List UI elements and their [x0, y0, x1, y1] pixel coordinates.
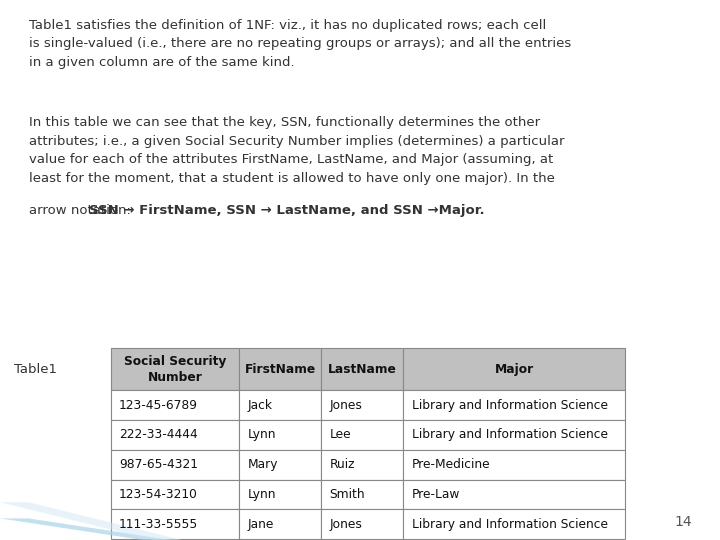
Text: Jack: Jack — [248, 399, 273, 412]
Text: Lynn: Lynn — [248, 428, 276, 442]
FancyBboxPatch shape — [239, 420, 321, 450]
Text: Jones: Jones — [330, 399, 363, 412]
FancyBboxPatch shape — [239, 390, 321, 420]
Text: Smith: Smith — [330, 488, 365, 501]
FancyBboxPatch shape — [321, 420, 403, 450]
Text: In this table we can see that the key, SSN, functionally determines the other
at: In this table we can see that the key, S… — [29, 116, 564, 185]
Text: 111-33-5555: 111-33-5555 — [119, 517, 199, 531]
FancyBboxPatch shape — [403, 348, 626, 390]
FancyBboxPatch shape — [239, 480, 321, 509]
Text: Library and Information Science: Library and Information Science — [412, 517, 608, 531]
FancyBboxPatch shape — [111, 390, 239, 420]
FancyBboxPatch shape — [321, 480, 403, 509]
Text: Lynn: Lynn — [248, 488, 276, 501]
FancyBboxPatch shape — [321, 348, 403, 390]
FancyBboxPatch shape — [321, 509, 403, 539]
Text: Ruiz: Ruiz — [330, 458, 355, 471]
Text: Pre-Medicine: Pre-Medicine — [412, 458, 490, 471]
Text: SSN → FirstName, SSN → LastName, and SSN →Major.: SSN → FirstName, SSN → LastName, and SSN… — [89, 204, 485, 217]
Text: Mary: Mary — [248, 458, 279, 471]
FancyBboxPatch shape — [403, 420, 626, 450]
Text: 123-54-3210: 123-54-3210 — [119, 488, 198, 501]
FancyBboxPatch shape — [239, 450, 321, 480]
Text: Social Security
Number: Social Security Number — [124, 355, 226, 384]
FancyBboxPatch shape — [321, 390, 403, 420]
Text: 14: 14 — [675, 515, 692, 529]
FancyBboxPatch shape — [239, 348, 321, 390]
Text: 123-45-6789: 123-45-6789 — [119, 399, 198, 412]
FancyBboxPatch shape — [403, 450, 626, 480]
FancyBboxPatch shape — [111, 450, 239, 480]
Text: Library and Information Science: Library and Information Science — [412, 428, 608, 442]
FancyBboxPatch shape — [321, 450, 403, 480]
FancyBboxPatch shape — [111, 480, 239, 509]
Text: arrow notation:: arrow notation: — [29, 204, 135, 217]
Text: Major: Major — [495, 363, 534, 376]
FancyBboxPatch shape — [239, 509, 321, 539]
Polygon shape — [0, 502, 182, 540]
Text: Lee: Lee — [330, 428, 351, 442]
Text: Jane: Jane — [248, 517, 274, 531]
Polygon shape — [0, 518, 171, 540]
FancyBboxPatch shape — [111, 420, 239, 450]
FancyBboxPatch shape — [403, 480, 626, 509]
FancyBboxPatch shape — [111, 348, 239, 390]
Text: 222-33-4444: 222-33-4444 — [119, 428, 198, 442]
FancyBboxPatch shape — [111, 509, 239, 539]
Text: 987-65-4321: 987-65-4321 — [119, 458, 198, 471]
Text: Pre-Law: Pre-Law — [412, 488, 460, 501]
Text: Table1 satisfies the definition of 1NF: viz., it has no duplicated rows; each ce: Table1 satisfies the definition of 1NF: … — [29, 19, 571, 69]
Text: FirstName: FirstName — [245, 363, 316, 376]
Text: Library and Information Science: Library and Information Science — [412, 399, 608, 412]
FancyBboxPatch shape — [403, 509, 626, 539]
FancyBboxPatch shape — [403, 390, 626, 420]
Text: Table1: Table1 — [14, 363, 58, 376]
Text: LastName: LastName — [328, 363, 397, 376]
Text: Jones: Jones — [330, 517, 363, 531]
